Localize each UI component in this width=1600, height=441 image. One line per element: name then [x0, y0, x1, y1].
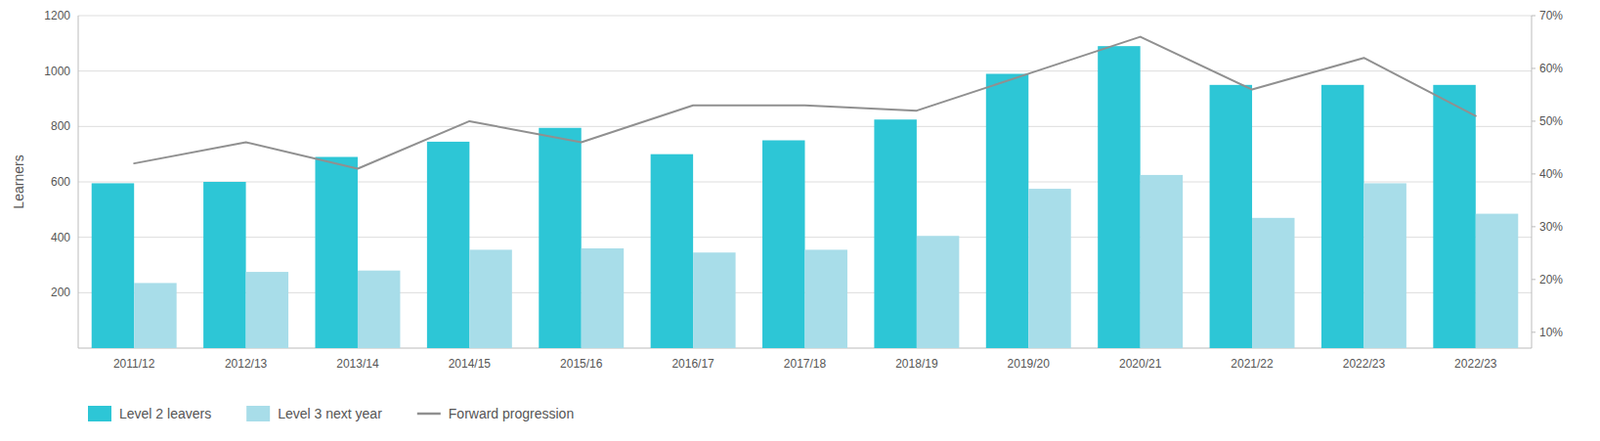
line	[133, 37, 1476, 170]
y2-tick	[1531, 225, 1536, 227]
x-tick-label: 2018/19	[895, 356, 939, 371]
x-tick-label: 2017/18	[783, 356, 827, 371]
x-tick-label: 2012/13	[224, 356, 268, 371]
y2-tick-label: 20%	[1539, 272, 1563, 287]
y-axis-line	[78, 15, 80, 348]
y-tick-label: 200	[50, 285, 71, 300]
y2-axis-line	[1531, 15, 1533, 348]
y-tick-label: 1000	[43, 64, 71, 79]
bar	[916, 235, 959, 348]
grid-line	[78, 126, 1532, 128]
y2-tick-label: 40%	[1539, 167, 1563, 181]
bar	[469, 249, 512, 348]
bar	[986, 74, 1029, 349]
bar	[762, 140, 805, 349]
legend-label: Forward progression	[448, 405, 574, 422]
y2-tick-label: 70%	[1539, 8, 1563, 23]
bar	[1028, 188, 1071, 348]
y-axis-label: Learners	[10, 154, 27, 209]
bar	[805, 249, 848, 348]
y-tick-label: 600	[50, 174, 71, 189]
chart-container: 200 400 600 800 1000 1200 10% 20% 30% 40% 50% 60% 70…	[0, 0, 1600, 441]
y2-tick-label: 30%	[1539, 219, 1563, 234]
x-tick-label: 2014/15	[448, 356, 492, 371]
bar	[133, 282, 176, 348]
legend: Level 2 leavers Level 3 next year Forward …	[87, 405, 574, 422]
y2-tick	[1531, 278, 1536, 280]
bar	[1475, 214, 1518, 348]
y2-tick	[1531, 120, 1536, 122]
x-tick-label: 2022/23	[1342, 356, 1386, 371]
y2-tick	[1531, 15, 1536, 17]
plot-area	[91, 37, 1519, 348]
bar-series	[133, 174, 1518, 348]
x-tick-label: 2011/12	[113, 356, 156, 371]
x-tick-label: 2016/17	[671, 356, 715, 371]
bar	[1140, 174, 1183, 348]
bar	[581, 248, 624, 348]
y2-tick	[1531, 67, 1536, 69]
bar	[91, 182, 134, 348]
y-tick-label: 400	[50, 230, 71, 245]
x-tick-label: 2013/14	[336, 356, 380, 371]
y-tick-label: 800	[50, 119, 71, 133]
x-tick-label: 2022/23	[1454, 356, 1498, 371]
bar-series	[91, 45, 1476, 348]
y2-tick	[1531, 331, 1536, 333]
bar	[538, 128, 581, 348]
bar	[692, 252, 736, 348]
chart: 200 400 600 800 1000 1200 10% 20% 30% 40% 50% 60% 70…	[0, 0, 1600, 441]
x-tick-label: 2015/16	[560, 356, 604, 371]
bar	[1432, 85, 1475, 348]
legend-label: Level 3 next year	[277, 405, 383, 422]
bar	[1363, 182, 1406, 348]
bar	[650, 154, 693, 348]
y2-tick-label: 50%	[1539, 114, 1563, 129]
legend-label: Level 2 leavers	[119, 405, 212, 422]
bar	[1210, 85, 1253, 348]
legend-swatch	[87, 405, 112, 422]
y2-tick-label: 60%	[1539, 61, 1563, 76]
legend-swatch	[246, 405, 270, 422]
bar	[873, 119, 916, 348]
bar	[1321, 85, 1364, 348]
bar	[246, 271, 289, 348]
x-tick-label: 2021/22	[1230, 356, 1274, 371]
bar	[357, 270, 400, 348]
bar	[427, 141, 470, 348]
bar	[314, 157, 357, 349]
bar	[1097, 45, 1140, 348]
x-tick-label: 2020/21	[1119, 356, 1163, 371]
x-tick-label: 2019/20	[1007, 356, 1051, 371]
bar	[1252, 217, 1295, 348]
y2-tick	[1531, 172, 1536, 174]
grid-line	[78, 15, 1532, 17]
legend-swatch	[417, 412, 441, 416]
y-tick-label: 1200	[43, 8, 71, 23]
y2-tick-label: 10%	[1539, 325, 1563, 340]
bar	[203, 181, 246, 348]
